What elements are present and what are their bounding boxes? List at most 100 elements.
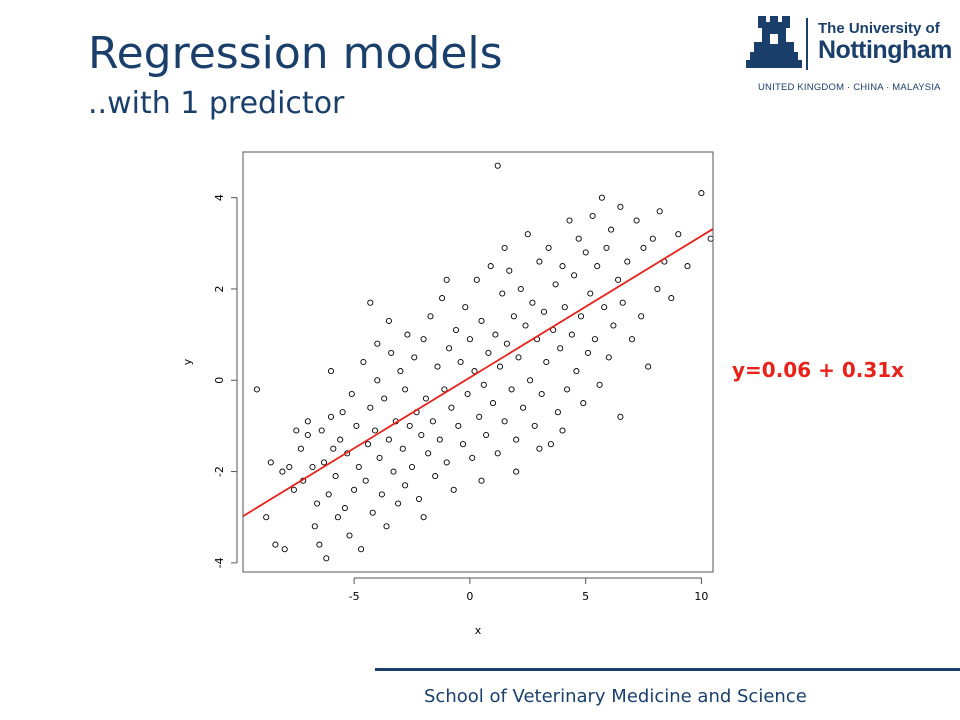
logo-line-3: UNITED KINGDOM · CHINA · MALAYSIA <box>758 82 941 93</box>
y-tick-label: 2 <box>213 285 226 292</box>
scatter-point <box>552 281 559 288</box>
scatter-point <box>425 450 432 457</box>
scatter-point <box>406 422 413 429</box>
y-tick-label: -4 <box>213 557 226 568</box>
scatter-point <box>649 235 656 242</box>
scatter-point <box>698 190 705 197</box>
scatter-point <box>381 395 388 402</box>
x-axis-label: x <box>475 624 482 637</box>
scatter-point <box>480 381 487 388</box>
scatter-point <box>362 477 369 484</box>
scatter-point <box>591 336 598 343</box>
scatter-point <box>443 459 450 466</box>
scatter-point <box>571 272 578 279</box>
scatter-point <box>478 317 485 324</box>
scatter-point <box>566 217 573 224</box>
scatter-point <box>353 422 360 429</box>
scatter-point <box>327 413 335 420</box>
scatter-point <box>434 363 441 370</box>
scatter-point <box>422 395 429 402</box>
scatter-point <box>325 491 332 498</box>
scatter-point <box>371 427 379 434</box>
scatter-point <box>536 258 543 265</box>
x-tick-label: 5 <box>582 590 589 603</box>
scatter-point <box>330 445 337 452</box>
scatter-point <box>499 290 506 297</box>
scatter-plot: -5 0 5 10 -4 -2 0 2 4 x y <box>181 151 714 637</box>
scatter-point <box>441 386 448 393</box>
scatter-point <box>332 473 339 480</box>
y-tick-label: 0 <box>213 377 226 384</box>
scatter-point <box>557 345 564 352</box>
regression-line <box>242 228 714 517</box>
scatter-point <box>378 491 385 498</box>
scatter-point <box>603 244 610 251</box>
scatter-point <box>376 454 383 461</box>
scatter-point <box>503 340 510 347</box>
scatter-point <box>450 486 457 493</box>
scatter-point <box>568 331 575 338</box>
y-axis-label: y <box>181 358 194 365</box>
scatter-point <box>286 463 293 471</box>
scatter-point <box>399 445 406 452</box>
scatter-point <box>448 404 455 411</box>
scatter-point <box>455 422 462 429</box>
castle-crest-icon <box>746 16 802 68</box>
y-axis: -4 -2 0 2 4 <box>213 194 238 568</box>
scatter-point <box>334 514 341 521</box>
scatter-point <box>476 413 483 420</box>
scatter-point <box>587 290 594 297</box>
scatter-point <box>341 505 348 512</box>
scatter-point <box>478 477 485 484</box>
scatter-point <box>327 368 335 375</box>
scatter-point <box>619 299 626 306</box>
x-tick-label: 10 <box>694 590 708 603</box>
scatter-point <box>383 523 390 530</box>
scatter-point <box>656 208 663 215</box>
scatter-point <box>654 285 661 293</box>
scatter-point <box>374 377 381 384</box>
scatter-point <box>337 436 344 443</box>
scatter-point <box>575 235 582 242</box>
scatter-point <box>554 409 561 416</box>
scatter-point <box>374 340 381 347</box>
scatter-point <box>339 409 346 416</box>
scatter-point <box>318 427 325 434</box>
scatter-point <box>466 336 473 343</box>
scatter-point <box>267 459 274 466</box>
scatter-point <box>436 436 443 443</box>
plot-frame <box>242 151 714 573</box>
scatter-point <box>645 363 652 370</box>
scatter-point <box>489 400 497 407</box>
university-logo: The University of Nottingham UNITED KING… <box>740 14 952 96</box>
y-tick-label: -2 <box>213 466 226 477</box>
scatter-point <box>640 244 647 251</box>
scatter-point <box>429 418 436 425</box>
scatter-point <box>297 445 304 452</box>
scatter-point <box>596 381 603 388</box>
scatter-point <box>638 313 645 320</box>
slide-subtitle: ..with 1 predictor <box>88 86 345 121</box>
scatter-point <box>323 555 330 562</box>
scatter-point <box>397 368 404 375</box>
scatter-point <box>388 349 395 356</box>
scatter-point <box>582 249 589 256</box>
scatter-point <box>385 436 392 443</box>
scatter-point <box>601 304 608 311</box>
scatter-point <box>536 445 543 452</box>
scatter-point <box>420 336 427 343</box>
scatter-point <box>346 532 353 539</box>
scatter-point <box>543 358 550 366</box>
scatter-point <box>594 263 601 270</box>
scatter-point <box>309 463 316 471</box>
scatter-point <box>531 422 538 429</box>
footer-text: School of Veterinary Medicine and Scienc… <box>424 686 807 707</box>
scatter-point <box>404 331 411 338</box>
scatter-point <box>369 509 376 516</box>
scatter-point <box>279 468 286 475</box>
scatter-point <box>517 285 524 293</box>
scatter-point <box>464 390 471 398</box>
scatter-point <box>358 546 365 553</box>
footer-divider <box>375 668 960 671</box>
scatter-point <box>508 386 515 393</box>
